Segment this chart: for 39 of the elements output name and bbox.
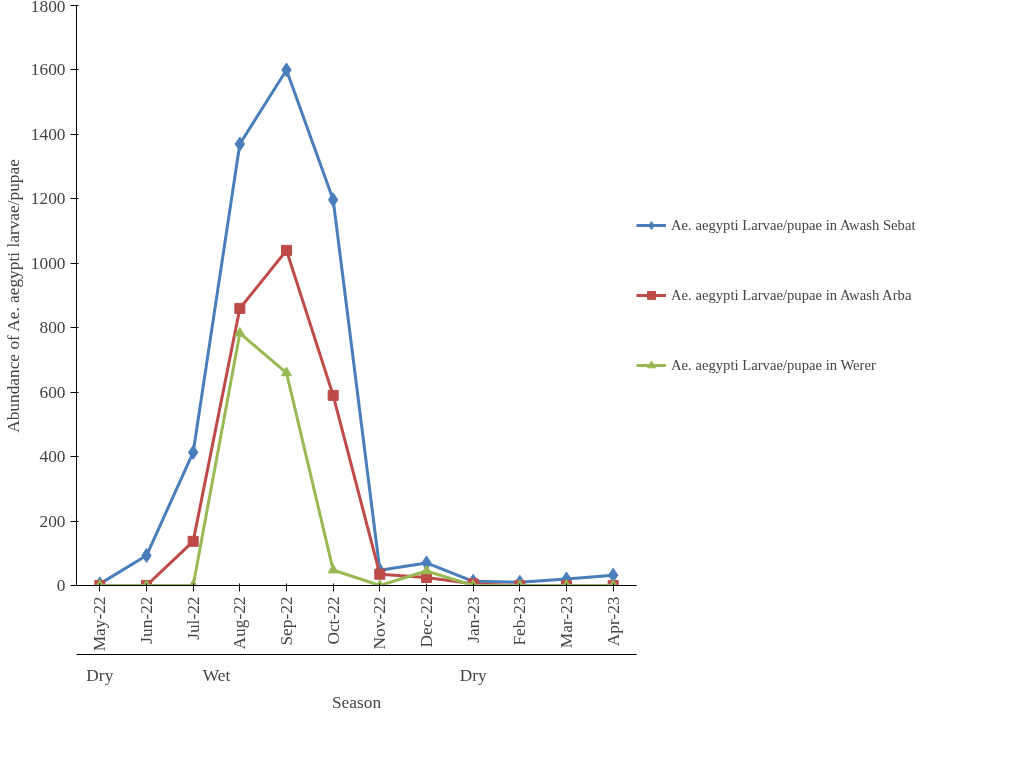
y-tick-label: 1400 xyxy=(30,124,66,144)
point xyxy=(187,535,199,547)
x-axis-title: Season xyxy=(331,692,382,712)
text: Dry xyxy=(459,665,487,685)
legend-label: Ae. aegypti Larvae/pupae in Awash Arba xyxy=(671,286,912,304)
point xyxy=(234,302,246,314)
x-tick-label: Feb-23 xyxy=(510,596,530,646)
y-tick-label: 800 xyxy=(39,318,66,338)
x-tick-label: Apr-23 xyxy=(603,596,623,647)
x-tick-label: Nov-22 xyxy=(370,596,390,650)
x-tick-label: Dec-22 xyxy=(417,596,436,648)
point xyxy=(234,326,246,337)
x-tick-label: Jun-22 xyxy=(137,596,156,644)
y-tick-label: 1800 xyxy=(30,0,66,16)
y-tick-label: 1600 xyxy=(30,60,66,80)
y-tick-label: 400 xyxy=(39,447,66,467)
y-tick-label: 600 xyxy=(39,382,66,402)
x-tick-label: Jul-22 xyxy=(183,596,203,640)
point xyxy=(281,366,292,377)
text: Wet xyxy=(202,665,231,685)
x-tick-label: May-22 xyxy=(90,596,110,652)
point xyxy=(281,244,292,256)
y-tick-label: 1000 xyxy=(30,253,66,273)
y-tick-label: 0 xyxy=(56,576,66,595)
legend-label: Ae. aegypti Larvae/pupae in Werer xyxy=(671,356,876,374)
x-tick-label: Aug-22 xyxy=(230,596,250,650)
x-tick-label: Mar-23 xyxy=(557,596,576,649)
legend-label: Ae. aegypti Larvae/pupae in Awash Sebat xyxy=(671,216,916,234)
y-axis-title: Abundance of Ae. aegypti larvae/pupae xyxy=(3,158,23,433)
point xyxy=(374,568,386,580)
x-tick-label: Sep-22 xyxy=(277,596,296,646)
text: Dry xyxy=(86,665,114,685)
x-tick-label: Oct-22 xyxy=(323,596,343,645)
y-tick-label: 200 xyxy=(39,511,66,531)
point xyxy=(327,563,339,574)
y-tick-label: 1200 xyxy=(30,189,66,209)
point xyxy=(421,564,432,575)
x-tick-label: Jan-23 xyxy=(463,596,483,643)
point xyxy=(327,389,339,401)
